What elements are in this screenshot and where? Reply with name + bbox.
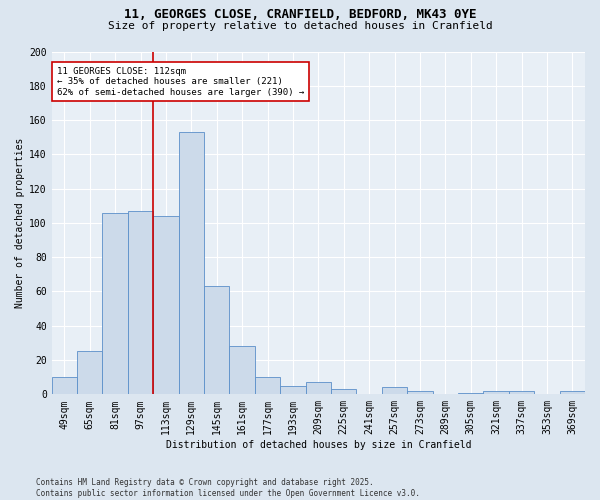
Bar <box>52 377 77 394</box>
Bar <box>280 386 305 394</box>
Bar <box>560 391 585 394</box>
Bar <box>484 391 509 394</box>
Text: Contains HM Land Registry data © Crown copyright and database right 2025.
Contai: Contains HM Land Registry data © Crown c… <box>36 478 420 498</box>
Bar <box>331 389 356 394</box>
Text: 11 GEORGES CLOSE: 112sqm
← 35% of detached houses are smaller (221)
62% of semi-: 11 GEORGES CLOSE: 112sqm ← 35% of detach… <box>57 67 304 96</box>
X-axis label: Distribution of detached houses by size in Cranfield: Distribution of detached houses by size … <box>166 440 471 450</box>
Bar <box>509 391 534 394</box>
Bar <box>305 382 331 394</box>
Bar <box>458 392 484 394</box>
Bar <box>103 212 128 394</box>
Bar <box>255 377 280 394</box>
Bar <box>153 216 179 394</box>
Bar <box>179 132 204 394</box>
Bar <box>204 286 229 395</box>
Bar <box>128 211 153 394</box>
Y-axis label: Number of detached properties: Number of detached properties <box>15 138 25 308</box>
Bar <box>229 346 255 395</box>
Text: 11, GEORGES CLOSE, CRANFIELD, BEDFORD, MK43 0YE: 11, GEORGES CLOSE, CRANFIELD, BEDFORD, M… <box>124 8 476 20</box>
Bar <box>407 391 433 394</box>
Bar <box>382 388 407 394</box>
Text: Size of property relative to detached houses in Cranfield: Size of property relative to detached ho… <box>107 21 493 31</box>
Bar <box>77 352 103 395</box>
